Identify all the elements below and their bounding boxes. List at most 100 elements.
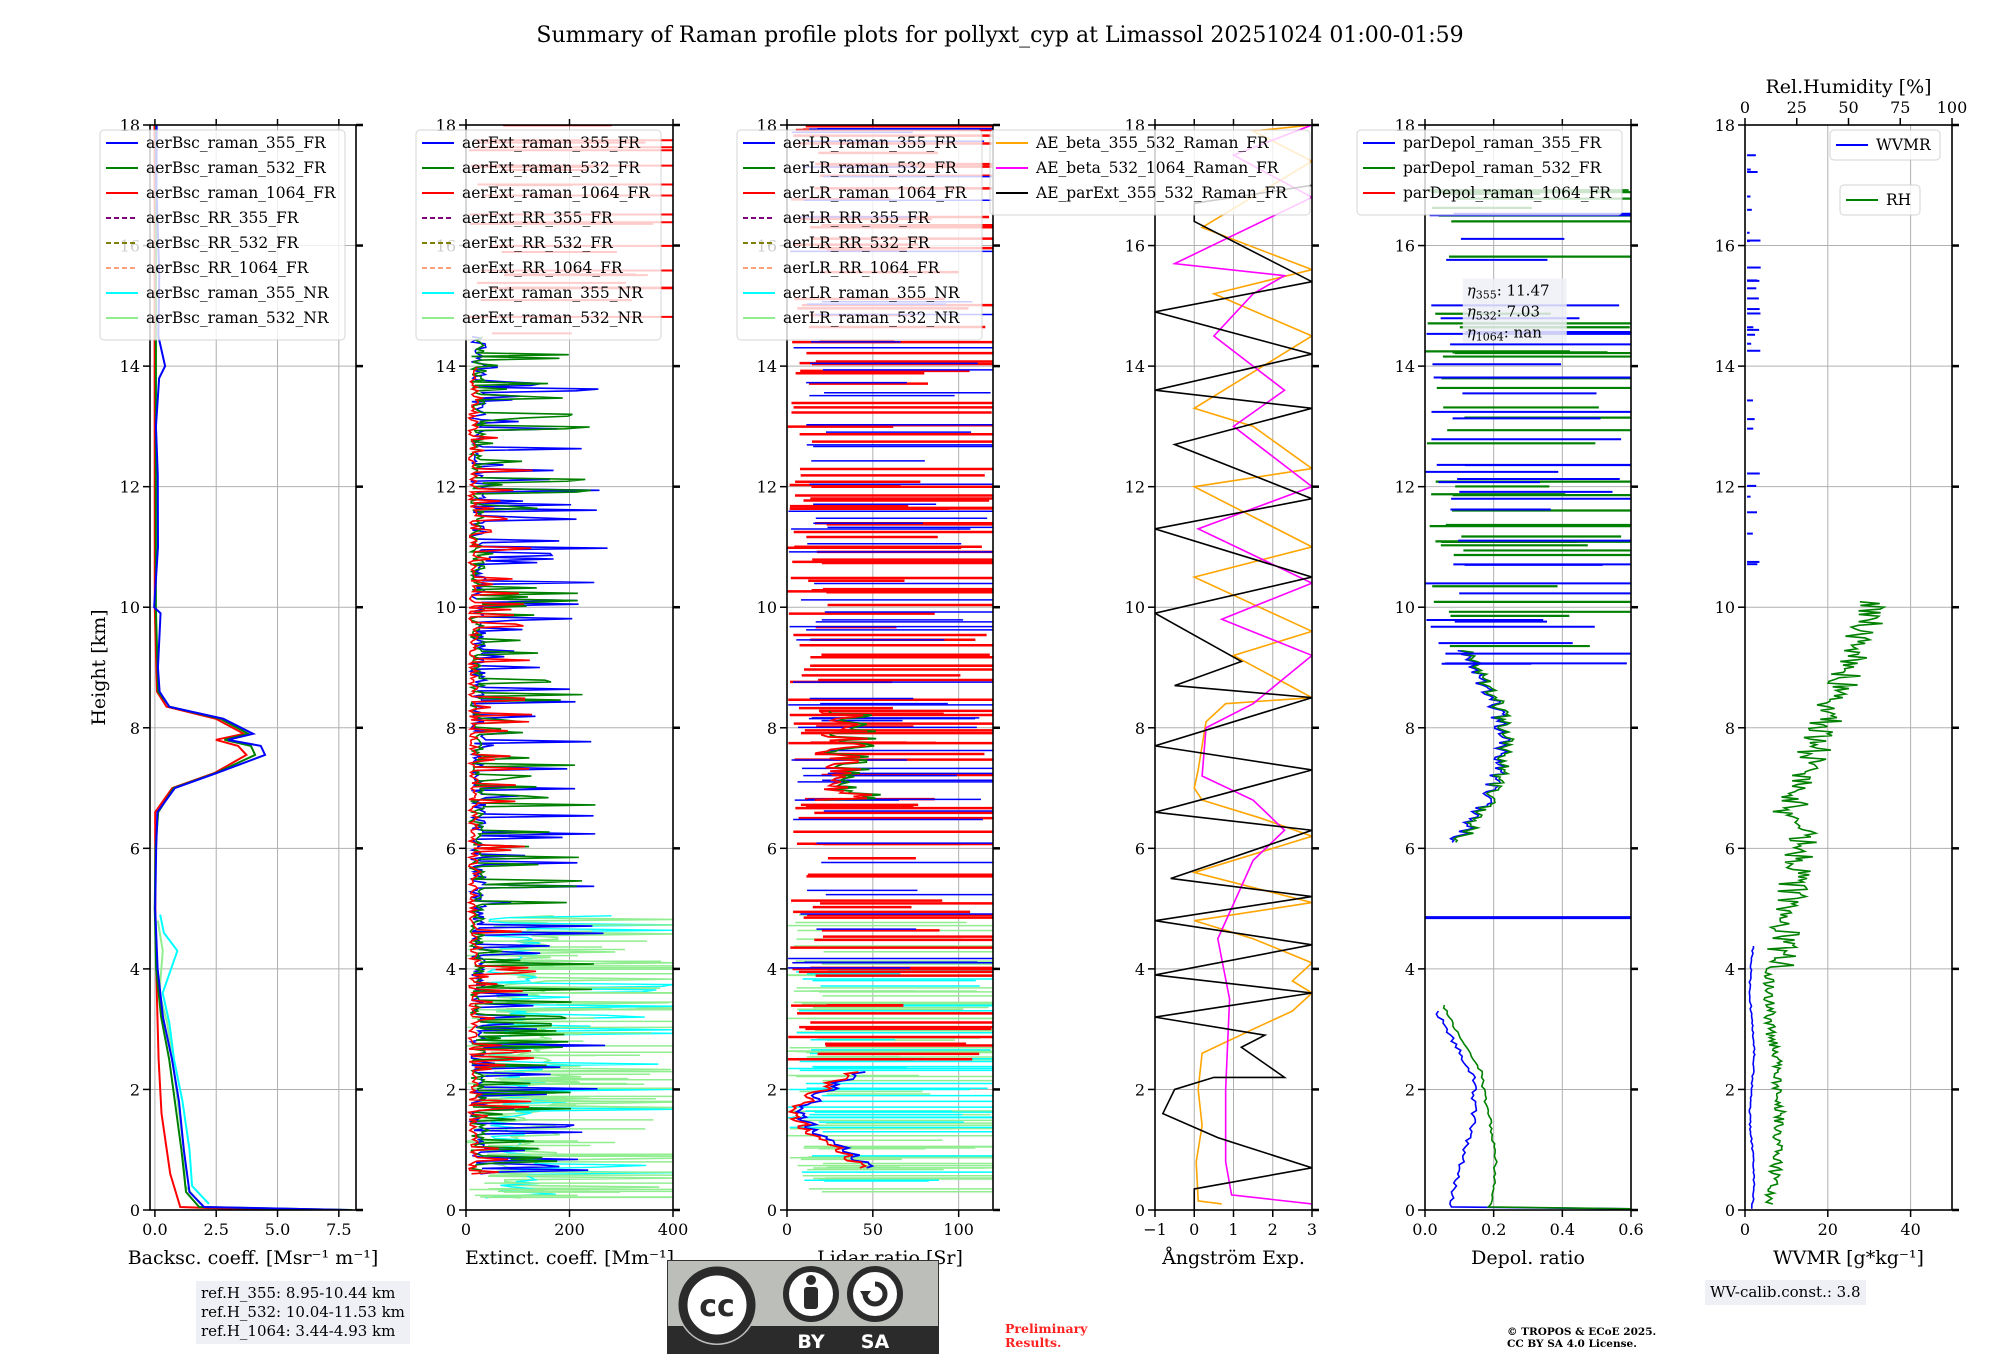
- tick-label-y: 2: [1135, 1080, 1145, 1099]
- tick-label-y: 12: [1715, 478, 1735, 497]
- tick-label-y: 0: [130, 1201, 140, 1220]
- legend: aerExt_raman_355_FR aerExt_raman_532_FRae…: [415, 129, 662, 341]
- legend-label: aerLR_raman_355_FR: [783, 134, 958, 152]
- tick-label-y: 0: [446, 1201, 456, 1220]
- axis-label-x: Extinct. coeff. [Mm⁻¹]: [465, 1247, 674, 1269]
- legend-box: [736, 129, 983, 341]
- legend-label: aerExt_RR_532_FR: [462, 234, 614, 252]
- series-aerBsc_raman_532_NR: [156, 920, 202, 1205]
- legend-box: [1839, 184, 1921, 216]
- data-layer: [1155, 125, 1312, 1210]
- legend: AE_beta_355_532_Raman_FR AE_beta_532_1064…: [989, 129, 1311, 216]
- tick-label-x: 0: [1189, 1220, 1199, 1239]
- tick-label-y: 10: [120, 598, 140, 617]
- legend-box: [1356, 129, 1623, 216]
- by-label: BY: [797, 1331, 824, 1353]
- cc-by-sa-license-badge[interactable]: cc BY SA: [667, 1260, 939, 1354]
- series-WVMR: [1748, 945, 1756, 1209]
- tick-label-y: 16: [1395, 237, 1415, 256]
- series-AE_parExt_355_532_Raman_FR: [1155, 184, 1312, 1210]
- tick-label-y: 16: [1125, 237, 1145, 256]
- tick-label-x: 40: [1900, 1220, 1920, 1239]
- legend-label: aerLR_RR_532_FR: [783, 234, 931, 252]
- tick-label-y: 12: [757, 478, 777, 497]
- tick-label-y: 14: [1125, 357, 1145, 376]
- series-aerLR_raman_1064_FR: [787, 1071, 868, 1169]
- legend-label: aerExt_raman_355_FR: [462, 134, 641, 152]
- tick-label-x: 200: [554, 1220, 585, 1239]
- tick-label-y: 6: [446, 839, 456, 858]
- legend-label: aerBsc_RR_1064_FR: [146, 259, 310, 277]
- axes-frame: [1424, 124, 1632, 1211]
- tick-label-y: 14: [1395, 357, 1415, 376]
- eta-annotation-box: [1462, 278, 1567, 343]
- tick-label-y: 0: [1725, 1201, 1735, 1220]
- tick-label-y: 12: [120, 478, 140, 497]
- tick-label-y: 4: [1135, 960, 1145, 979]
- legend-label: aerBsc_raman_355_NR: [146, 284, 330, 302]
- series-parDepol_raman_532_FR: [1442, 1004, 1631, 1210]
- legend-label-RH: RH: [1886, 191, 1911, 209]
- tick-label-y: 6: [767, 839, 777, 858]
- tick-label-y: 0: [767, 1201, 777, 1220]
- share-alike-icon: [847, 1266, 903, 1322]
- series-parDepol_raman_532_FR: [1452, 649, 1515, 843]
- tick-label-y: 8: [1405, 719, 1415, 738]
- axis-label-x: Backsc. coeff. [Msr⁻¹ m⁻¹]: [128, 1247, 379, 1269]
- legend-label: aerBsc_RR_532_FR: [146, 234, 300, 252]
- tick-label-y: 2: [1405, 1080, 1415, 1099]
- tick-label-y: 8: [446, 719, 456, 738]
- tick-label-x: 0: [1740, 1220, 1750, 1239]
- tick-label-x: 1: [1228, 1220, 1238, 1239]
- legend-box: [1829, 129, 1941, 161]
- panel-water_vapor: 0 25 50 75 100 Rel.Humidity [%] 0 2 4 6 8 10 12 14 16 1…: [1715, 76, 1968, 1269]
- tick-label-x: 50: [863, 1220, 883, 1239]
- legend-box: [989, 129, 1311, 216]
- tick-label-y: 0: [1135, 1201, 1145, 1220]
- tick-label-y: 6: [1405, 839, 1415, 858]
- tick-label-y: 12: [436, 478, 456, 497]
- series-aerBsc_raman_355_NR: [159, 914, 210, 1205]
- tick-label-y: 6: [130, 839, 140, 858]
- tick-label-y: 10: [1125, 598, 1145, 617]
- copyright-line-2: CC BY SA 4.0 License.: [1507, 1338, 1637, 1350]
- legend-label: aerBsc_raman_355_FR: [146, 134, 327, 152]
- tick-label-x: 0.0: [142, 1220, 167, 1239]
- tick-label-x: 7.5: [326, 1220, 351, 1239]
- eta-355-label: η355: 11.47: [1467, 282, 1550, 302]
- tick-label-x: 0.4: [1550, 1220, 1575, 1239]
- tick-label-y: 4: [446, 960, 456, 979]
- tick-label-y: 8: [1135, 719, 1145, 738]
- legend: aerLR_raman_355_FR aerLR_raman_532_FR aerL…: [736, 129, 983, 341]
- axis-label-x: Depol. ratio: [1471, 1247, 1585, 1269]
- legend-label: parDepol_raman_1064_FR: [1403, 184, 1612, 202]
- series-RH: [1762, 601, 1887, 1205]
- legend-label: aerExt_raman_532_FR: [462, 159, 641, 177]
- tick-label-x: 0.2: [1481, 1220, 1506, 1239]
- legend-label: aerExt_raman_355_NR: [462, 284, 644, 302]
- tick-label-top: 25: [1787, 98, 1807, 117]
- legend-label: AE_beta_355_532_Raman_FR: [1035, 134, 1270, 152]
- tick-label-x: 100: [943, 1220, 974, 1239]
- tick-label-y: 10: [1395, 598, 1415, 617]
- tick-label-y: 2: [767, 1080, 777, 1099]
- tick-label-x: 400: [658, 1220, 689, 1239]
- legend-label: aerExt_raman_1064_FR: [462, 184, 651, 202]
- legend-label: aerBsc_RR_355_FR: [146, 209, 300, 227]
- figure-title: Summary of Raman profile plots for polly…: [536, 23, 1463, 48]
- tick-label-x: 2.5: [203, 1220, 228, 1239]
- tick-label-y: 8: [1725, 719, 1735, 738]
- tick-label-top: 75: [1890, 98, 1910, 117]
- copyright-notice: © TROPOS & ECoE 2025. CC BY SA 4.0 Licen…: [1507, 1326, 1656, 1350]
- series-aerBsc_raman_355_FR: [153, 125, 349, 1210]
- tick-label-y: 10: [436, 598, 456, 617]
- legend-label: aerLR_raman_355_NR: [783, 284, 961, 302]
- panel-extinction: 0246810121416180200400Extinct. coeff. [M…: [415, 116, 689, 1269]
- tick-label-y: 10: [1715, 598, 1735, 617]
- series-parDepol_raman_355_FR: [1435, 1010, 1631, 1210]
- preliminary-line-2: Results.: [1005, 1335, 1062, 1350]
